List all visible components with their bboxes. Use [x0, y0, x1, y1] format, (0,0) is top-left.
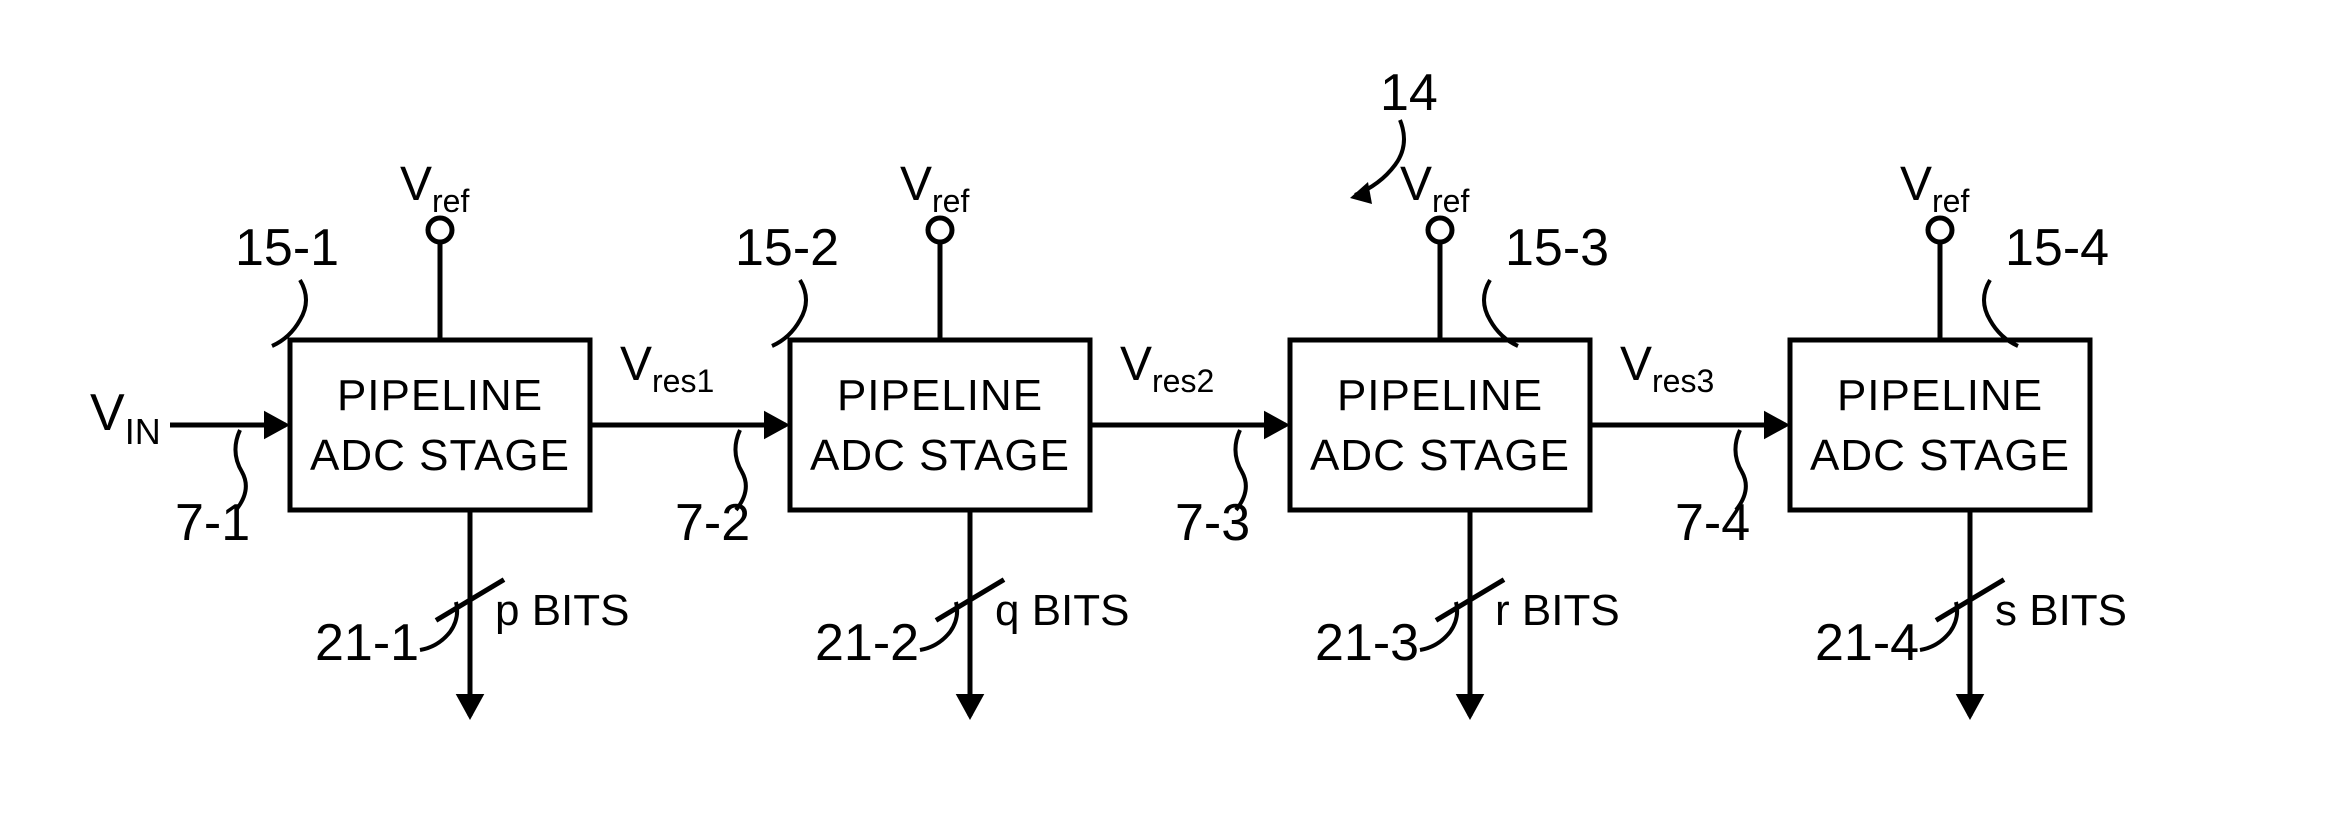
stage1-line1: PIPELINE	[337, 371, 543, 420]
stage2-vref-label: Vref	[900, 158, 969, 219]
stage2-ref-label: 15-2	[735, 219, 839, 277]
stage4-ref-label: 15-4	[2005, 219, 2109, 277]
stage1-line2: ADC STAGE	[310, 431, 570, 480]
stage4-vref-pin	[1928, 218, 1952, 242]
stage1-ref-label: 15-1	[235, 219, 339, 277]
figure-ref-14-squiggle	[1355, 120, 1404, 195]
stage2-line1: PIPELINE	[837, 371, 1043, 420]
stage1-bits-label: p BITS	[495, 586, 630, 635]
stage2-line2: ADC STAGE	[810, 431, 1070, 480]
stage4-vref-label: Vref	[1900, 158, 1969, 219]
stage2-vref-pin	[928, 218, 952, 242]
stage2-bits-ref: 21-2	[815, 614, 919, 672]
stage3-box	[1290, 340, 1590, 510]
stage3-bits-label: r BITS	[1495, 586, 1620, 635]
stage3-bits-ref: 21-3	[1315, 614, 1419, 672]
pipeline-adc-diagram: VINPIPELINEADC STAGEVref15-17-1Vres1p BI…	[0, 0, 2329, 824]
stage4-bits-label: s BITS	[1995, 586, 2127, 635]
stage2-box	[790, 340, 1090, 510]
vin-label: VIN	[90, 384, 161, 452]
stage3-ref-label: 15-3	[1505, 219, 1609, 277]
stage1-bits-ref: 21-1	[315, 614, 419, 672]
stage4-line1: PIPELINE	[1837, 371, 2043, 420]
figure-ref-14: 14	[1380, 64, 1438, 122]
stage3-ref-squiggle	[1484, 280, 1518, 346]
figure-ref-14-arrowhead	[1350, 182, 1372, 204]
stage2-ref-squiggle	[772, 280, 806, 346]
stage4-box	[1790, 340, 2090, 510]
stage1-box	[290, 340, 590, 510]
stage1-vres-label: Vres1	[620, 338, 714, 399]
stage4-ref-squiggle	[1984, 280, 2018, 346]
stage4-line2: ADC STAGE	[1810, 431, 2070, 480]
stage3-vref-pin	[1428, 218, 1452, 242]
stage2-bits-label: q BITS	[995, 586, 1130, 635]
stage2-vres-label: Vres2	[1120, 338, 1214, 399]
stage4-bits-ref: 21-4	[1815, 614, 1919, 672]
stage1-vref-pin	[428, 218, 452, 242]
stage3-vres-label: Vres3	[1620, 338, 1714, 399]
stage3-line2: ADC STAGE	[1310, 431, 1570, 480]
stage3-vref-label: Vref	[1400, 158, 1469, 219]
stage1-ref-squiggle	[272, 280, 306, 346]
stage1-vref-label: Vref	[400, 158, 469, 219]
stage3-line1: PIPELINE	[1337, 371, 1543, 420]
